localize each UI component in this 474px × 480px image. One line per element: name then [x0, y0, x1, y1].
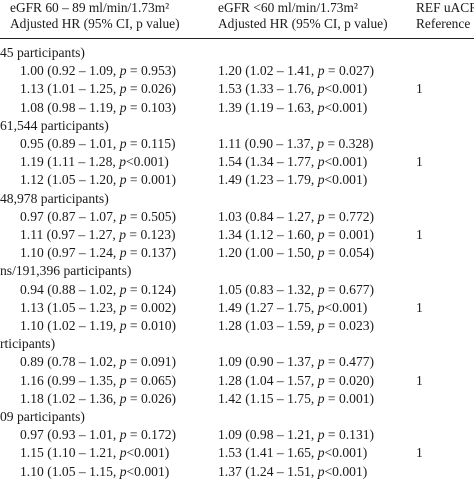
section-label: ns/191,396 participants)	[0, 263, 132, 279]
table-cell-egfr-lt60: 1.20 (1.02 – 1.41, p = 0.027)	[218, 63, 375, 79]
table-cell-egfr-lt60: 1.28 (1.03 – 1.59, p = 0.023)	[218, 318, 375, 333]
section-label: 48,978 participants)	[0, 190, 109, 206]
table-cell-egfr-lt60: 1.53 (1.41 – 1.65, p<0.001)	[218, 445, 368, 461]
col1-header-line2: Adjusted HR (95% CI, p value)	[10, 16, 180, 31]
table-cell-egfr-lt60: 1.54 (1.34 – 1.77, p<0.001)	[218, 154, 368, 170]
table-cell-egfr-lt60: 1.28 (1.04 – 1.57, p = 0.020)	[218, 372, 375, 388]
table-cell-egfr-60-89: 1.10 (1.02 – 1.19, p = 0.010)	[20, 318, 177, 333]
table-cell-reference: 1	[416, 154, 423, 170]
col2-header-line2: Adjusted HR (95% CI, p value)	[218, 16, 388, 31]
table-cell-egfr-60-89: 0.89 (0.78 – 1.02, p = 0.091)	[20, 354, 177, 370]
table-cell-egfr-60-89: 1.12 (1.05 – 1.20, p = 0.001)	[20, 172, 177, 188]
table-cell-egfr-60-89: 0.95 (0.89 – 1.01, p = 0.115)	[20, 136, 176, 151]
table-cell-egfr-lt60: 1.49 (1.23 – 1.79, p<0.001)	[218, 172, 368, 188]
table-cell-egfr-60-89: 1.13 (1.05 – 1.23, p = 0.002)	[20, 299, 177, 315]
table-cell-reference: 1	[416, 227, 423, 242]
table-cell-egfr-60-89: 1.08 (0.98 – 1.19, p = 0.103)	[20, 99, 177, 115]
table-cell-egfr-60-89: 1.15 (1.10 – 1.21, p<0.001)	[20, 445, 170, 461]
col3-header-line2: Reference	[416, 16, 471, 31]
table-cell-egfr-lt60: 1.37 (1.24 – 1.51, p<0.001)	[218, 463, 368, 479]
section-label: 09 participants)	[0, 409, 85, 424]
table-cell-egfr-60-89: 1.10 (1.05 – 1.15, p<0.001)	[20, 463, 170, 479]
section-label: 61,544 participants)	[0, 117, 109, 133]
table-cell-egfr-60-89: 1.13 (1.01 – 1.25, p = 0.026)	[20, 81, 177, 97]
table-cell-egfr-lt60: 1.11 (0.90 – 1.37, p = 0.328)	[218, 136, 374, 151]
table-cell-egfr-60-89: 1.11 (0.97 – 1.27, p = 0.123)	[20, 227, 176, 242]
table-cell-egfr-lt60: 1.20 (1.00 – 1.50, p = 0.054)	[218, 245, 375, 261]
table-cell-reference: 1	[416, 81, 423, 97]
table-cell-egfr-lt60: 1.09 (0.98 – 1.21, p = 0.131)	[218, 427, 375, 443]
table-cell-egfr-lt60: 1.03 (0.84 – 1.27, p = 0.772)	[218, 208, 375, 224]
col3-header-line1: REF uACR	[416, 0, 474, 15]
table-cell-egfr-lt60: 1.53 (1.33 – 1.76, p<0.001)	[218, 81, 368, 97]
section-label: rticipants)	[0, 336, 56, 352]
header-rule	[0, 38, 474, 39]
table-cell-reference: 1	[416, 372, 423, 388]
table-cell-egfr-60-89: 1.10 (0.97 – 1.24, p = 0.137)	[20, 245, 177, 261]
table-cell-egfr-lt60: 1.49 (1.27 – 1.75, p<0.001)	[218, 299, 368, 315]
section-label: 45 participants)	[0, 45, 85, 60]
table-cell-egfr-lt60: 1.42 (1.15 – 1.75, p = 0.001)	[218, 390, 375, 406]
table-cell-egfr-60-89: 0.94 (0.88 – 1.02, p = 0.124)	[20, 281, 177, 297]
table-cell-egfr-60-89: 0.97 (0.93 – 1.01, p = 0.172)	[20, 427, 177, 443]
table-cell-egfr-lt60: 1.39 (1.19 – 1.63, p<0.001)	[218, 99, 368, 115]
table-cell-egfr-60-89: 1.16 (0.99 – 1.35, p = 0.065)	[20, 372, 177, 388]
col2-header-line1: eGFR <60 ml/min/1.73m²	[218, 0, 358, 15]
table-cell-egfr-lt60: 1.34 (1.12 – 1.60, p = 0.001)	[218, 227, 375, 242]
table-cell-reference: 1	[416, 445, 423, 461]
table-cell-egfr-60-89: 1.19 (1.11 – 1.28, p<0.001)	[20, 154, 169, 170]
col1-header-line1: eGFR 60 – 89 ml/min/1.73m²	[10, 0, 170, 15]
table-cell-egfr-lt60: 1.05 (0.83 – 1.32, p = 0.677)	[218, 281, 375, 297]
table-cell-egfr-60-89: 1.00 (0.92 – 1.09, p = 0.953)	[20, 63, 177, 79]
table-cell-egfr-60-89: 1.18 (1.02 – 1.36, p = 0.026)	[20, 390, 177, 406]
table-cell-egfr-60-89: 0.97 (0.87 – 1.07, p = 0.505)	[20, 208, 177, 224]
table-cell-egfr-lt60: 1.09 (0.90 – 1.37, p = 0.477)	[218, 354, 375, 370]
table-cell-reference: 1	[416, 299, 423, 315]
